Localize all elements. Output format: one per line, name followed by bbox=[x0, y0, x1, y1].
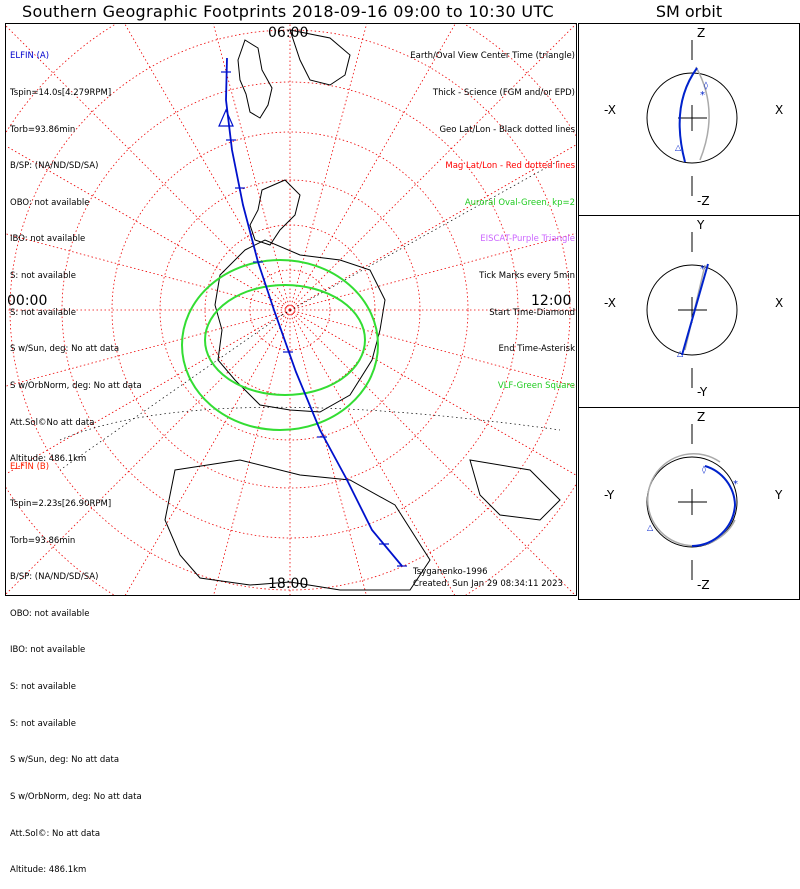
footprint-map bbox=[6, 24, 576, 595]
legend-item: VLF-Green Square bbox=[497, 380, 575, 391]
elfin-b-line: S w/OrbNorm, deg: No att data bbox=[10, 791, 142, 802]
sm-panel-2-top: Y bbox=[697, 218, 705, 232]
map-legend: Earth/Oval View Center Time (triangle) T… bbox=[410, 26, 575, 404]
elfin-b-name: ELFIN (B) bbox=[10, 462, 50, 473]
legend-item: Tick Marks every 5min bbox=[479, 271, 575, 282]
elfin-b-line: Altitude: 486.1km bbox=[10, 865, 87, 876]
sm-orbit-title: SM orbit bbox=[655, 2, 723, 21]
mag-lon-ray bbox=[289, 309, 367, 595]
sm-panel-1-bottom: -Z bbox=[697, 194, 710, 208]
elfin-b-line: S w/Sun, deg: No att data bbox=[10, 755, 120, 766]
elfin-a-line: S w/OrbNorm, deg: No att data bbox=[10, 380, 142, 391]
sm-panel-2-bottom: -Y bbox=[697, 385, 708, 399]
elfin-a-start-triangle bbox=[218, 108, 234, 127]
elfin-b-info: ELFIN (B) Tspin=2.23s[26.90RPM] Torb=93.… bbox=[10, 437, 142, 889]
sm-panel-3-bottom: -Z bbox=[697, 578, 710, 592]
legend-item: End Time-Asterisk bbox=[498, 344, 575, 355]
legend-item: Auroral Oval-Green, kp=2 bbox=[464, 197, 575, 208]
elfin-a-line: S: not available bbox=[10, 271, 76, 282]
elfin-a-info: ELFIN (A) Tspin=14.0s[4.279RPM] Torb=93.… bbox=[10, 26, 142, 478]
map-label-0600: 06:00 bbox=[268, 25, 309, 41]
mag-lon-ray bbox=[213, 309, 291, 595]
sm-panel-3-left: -Y bbox=[604, 488, 615, 502]
elfin-b-line: OBO: not available bbox=[10, 608, 90, 619]
elfin-a-line: Torb=93.86min bbox=[10, 124, 76, 135]
legend-item: Earth/Oval View Center Time (triangle) bbox=[410, 51, 575, 62]
auroral-oval bbox=[181, 259, 379, 431]
sm-panel-3-top: Z bbox=[697, 410, 706, 424]
sm-panel-2-left: -X bbox=[604, 296, 616, 310]
geo-grid bbox=[59, 159, 561, 471]
elfin-b-line: Tspin=2.23s[26.90RPM] bbox=[10, 499, 112, 510]
elfin-b-line: S: not available bbox=[10, 682, 76, 693]
legend-item: Mag Lat/Lon - Red dotted lines bbox=[445, 161, 575, 172]
elfin-a-line: S: not available bbox=[10, 307, 76, 318]
elfin-a-line: IBO: not available bbox=[10, 234, 86, 245]
elfin-a-line: OBO: not available bbox=[10, 197, 90, 208]
plot-title: Southern Geographic Footprints 2018-09-1… bbox=[22, 2, 554, 21]
sm-panel-yz bbox=[578, 407, 800, 600]
legend-item: Thick - Science (FGM and/or EPD) bbox=[432, 88, 575, 99]
footprint-map-frame bbox=[5, 23, 577, 596]
elfin-a-line: S w/Sun, deg: No att data bbox=[10, 344, 120, 355]
created-timestamp: Created: Sun Jan 29 08:34:11 2023 bbox=[413, 579, 563, 589]
sm-panel-2-right: X bbox=[775, 296, 784, 310]
elfin-b-line: IBO: not available bbox=[10, 645, 86, 656]
sm-panel-xz bbox=[578, 23, 800, 216]
map-label-1200: 12:00 bbox=[531, 293, 572, 309]
elfin-a-name: ELFIN (A) bbox=[10, 51, 50, 62]
elfin-a-line: B/SP: (NA/ND/SD/SA) bbox=[10, 161, 99, 172]
sm-panel-1-top: Z bbox=[697, 26, 706, 40]
elfin-b-line: S: not available bbox=[10, 718, 76, 729]
elfin-b-line: Torb=93.86min bbox=[10, 535, 76, 546]
map-label-1800: 18:00 bbox=[268, 576, 309, 592]
legend-item: Geo Lat/Lon - Black dotted lines bbox=[439, 124, 575, 135]
elfin-a-line: Tspin=14.0s[4.279RPM] bbox=[10, 88, 112, 99]
legend-item: Start Time-Diamond bbox=[489, 307, 575, 318]
sm-panel-xy bbox=[578, 215, 800, 408]
legend-item: EISCAT-Purple Triangle bbox=[480, 234, 575, 245]
elfin-a-line: Att.Sol©No att data bbox=[10, 417, 95, 428]
elfin-a-line: Altitude: 486.1km bbox=[10, 454, 87, 465]
model-label: Tsyganenko-1996 bbox=[413, 567, 488, 577]
elfin-a-tick-marks bbox=[221, 71, 407, 567]
sm-panel-3-right: Y bbox=[775, 488, 783, 502]
elfin-b-line: Att.Sol©: No att data bbox=[10, 828, 101, 839]
mag-lon-ray bbox=[212, 24, 291, 311]
map-label-0000: 00:00 bbox=[7, 293, 48, 309]
elfin-a-track bbox=[225, 57, 403, 567]
coastlines bbox=[164, 29, 561, 591]
sm-panel-1-right: X bbox=[775, 103, 784, 117]
sm-panel-1-left: -X bbox=[604, 103, 616, 117]
elfin-b-line: B/SP: (NA/ND/SD/SA) bbox=[10, 572, 99, 583]
